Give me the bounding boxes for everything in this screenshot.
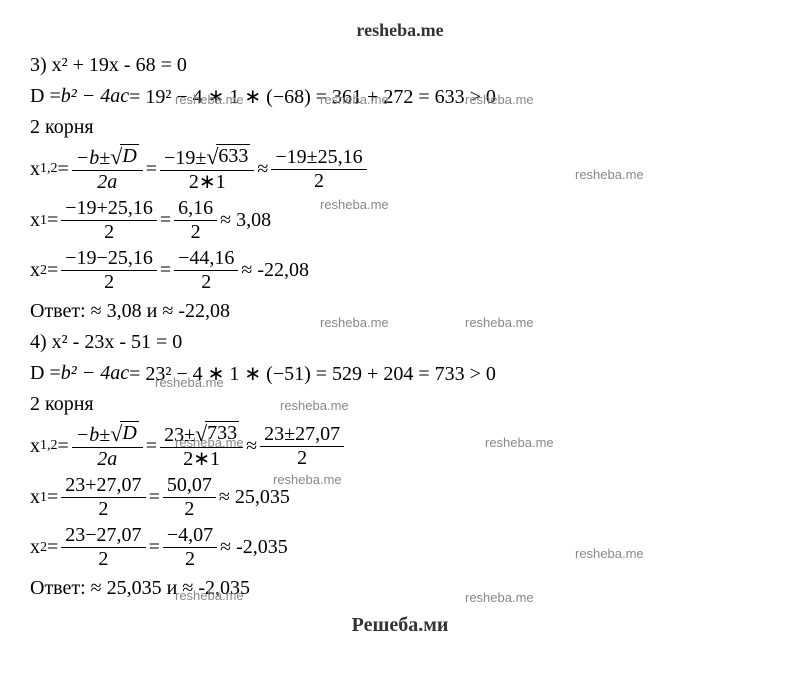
den: 2 — [310, 170, 328, 193]
x2-sub: 2 — [40, 540, 47, 556]
sqrt-val: 733 — [205, 421, 239, 445]
den: 2 — [293, 447, 311, 470]
frac-subst: −19±√633 2∗1 — [160, 144, 254, 194]
p3-x12-formula: x1,2 = −b±√D 2a = −19±√633 2∗1 ≈ −19±25,… — [30, 144, 770, 194]
frac-approx: 23±27,07 2 — [260, 423, 344, 470]
p3-x1: x1 = −19+25,16 2 = 6,16 2 ≈ 3,08 — [30, 197, 770, 244]
frac-approx: −19±25,16 2 — [271, 146, 366, 193]
p3-discriminant: D = b² − 4ac = 19² − 4 ∗ 1 ∗ (−68) = 361… — [30, 82, 770, 110]
eq-sign: = — [47, 209, 58, 232]
num: 23±27,07 — [260, 423, 344, 447]
d-calc: = 19² − 4 ∗ 1 ∗ (−68) = 361 + 272 = 633 … — [129, 84, 496, 109]
eq-sign: = — [149, 536, 160, 559]
p4-roots-count: 2 корня — [30, 390, 770, 418]
p4-x2: x2 = 23−27,07 2 = −4,07 2 ≈ -2,035 — [30, 524, 770, 571]
p4-x12-formula: x1,2 = −b±√D 2a = 23±√733 2∗1 ≈ 23±27,07… — [30, 421, 770, 471]
eq-sign: = — [47, 536, 58, 559]
den: 2 — [180, 498, 198, 521]
eq-sign: = — [47, 486, 58, 509]
x2-label: x — [30, 536, 40, 559]
num: −19± — [164, 147, 206, 169]
den: 2 — [94, 548, 112, 571]
frac2: 50,07 2 — [163, 474, 216, 521]
d-formula: b² − 4ac — [61, 362, 129, 385]
sqrt-d: D — [120, 421, 138, 445]
p3-equation: 3) x² + 19x - 68 = 0 — [30, 51, 770, 79]
den: 2a — [93, 171, 121, 194]
p3-x2: x2 = −19−25,16 2 = −44,16 2 ≈ -22,08 — [30, 247, 770, 294]
approx-sign: ≈ — [257, 158, 268, 181]
den: 2 — [94, 498, 112, 521]
x2-result: ≈ -2,035 — [220, 536, 288, 559]
frac-general: −b±√D 2a — [72, 144, 143, 194]
x1-label: x — [30, 486, 40, 509]
den: 2a — [93, 448, 121, 471]
p3-roots-count: 2 корня — [30, 113, 770, 141]
frac-subst: 23±√733 2∗1 — [160, 421, 243, 471]
num: 50,07 — [163, 474, 216, 498]
num: −19±25,16 — [271, 146, 366, 170]
x2-label: x — [30, 259, 40, 282]
num: −4,07 — [163, 524, 217, 548]
header-watermark: resheba.me — [30, 20, 770, 41]
d-calc: = 23² − 4 ∗ 1 ∗ (−51) = 529 + 204 = 733 … — [129, 361, 496, 386]
x1-result: ≈ 3,08 — [220, 209, 271, 232]
num: 23± — [164, 424, 195, 446]
frac1: 23+27,07 2 — [61, 474, 145, 521]
frac1: −19−25,16 2 — [61, 247, 157, 294]
p3-answer: Ответ: ≈ 3,08 и ≈ -22,08 — [30, 297, 770, 325]
eq-sign: = — [146, 158, 157, 181]
den: 2 — [181, 548, 199, 571]
x2-sub: 2 — [40, 263, 47, 279]
num: 6,16 — [174, 197, 217, 221]
x1-sub: 1 — [40, 213, 47, 229]
eq-sign: = — [149, 486, 160, 509]
p4-discriminant: D = b² − 4ac = 23² − 4 ∗ 1 ∗ (−51) = 529… — [30, 359, 770, 387]
den: 2∗1 — [185, 171, 230, 194]
eq-sign: = — [160, 259, 171, 282]
x12-label: x — [30, 435, 40, 458]
footer-watermark: Решеба.ми — [30, 614, 770, 637]
x12-sub: 1,2 — [40, 438, 58, 454]
num: −b± — [76, 147, 110, 169]
num: 23−27,07 — [61, 524, 145, 548]
num: −19−25,16 — [61, 247, 157, 271]
den: 2 — [100, 271, 118, 294]
num: −44,16 — [174, 247, 238, 271]
sqrt-d: D — [120, 144, 138, 168]
eq-sign: = — [58, 435, 69, 458]
num: −b± — [76, 424, 110, 446]
x1-result: ≈ 25,035 — [219, 486, 290, 509]
x12-label: x — [30, 158, 40, 181]
frac1: 23−27,07 2 — [61, 524, 145, 571]
eq-sign: = — [146, 435, 157, 458]
d-formula: b² − 4ac — [61, 85, 129, 108]
x1-label: x — [30, 209, 40, 232]
d-label: D = — [30, 85, 61, 108]
approx-sign: ≈ — [246, 435, 257, 458]
d-label: D = — [30, 362, 61, 385]
frac1: −19+25,16 2 — [61, 197, 157, 244]
den: 2∗1 — [179, 448, 224, 471]
x2-result: ≈ -22,08 — [241, 259, 309, 282]
sqrt-val: 633 — [216, 144, 250, 168]
p4-answer: Ответ: ≈ 25,035 и ≈ -2,035 — [30, 574, 770, 602]
frac-general: −b±√D 2a — [72, 421, 143, 471]
eq-sign: = — [160, 209, 171, 232]
p4-x1: x1 = 23+27,07 2 = 50,07 2 ≈ 25,035 — [30, 474, 770, 521]
num: 23+27,07 — [61, 474, 145, 498]
frac2: −4,07 2 — [163, 524, 217, 571]
p4-equation: 4) x² - 23x - 51 = 0 — [30, 328, 770, 356]
eq-sign: = — [47, 259, 58, 282]
frac2: −44,16 2 — [174, 247, 238, 294]
eq-sign: = — [58, 158, 69, 181]
x1-sub: 1 — [40, 490, 47, 506]
den: 2 — [187, 221, 205, 244]
den: 2 — [100, 221, 118, 244]
x12-sub: 1,2 — [40, 161, 58, 177]
num: −19+25,16 — [61, 197, 157, 221]
den: 2 — [197, 271, 215, 294]
frac2: 6,16 2 — [174, 197, 217, 244]
